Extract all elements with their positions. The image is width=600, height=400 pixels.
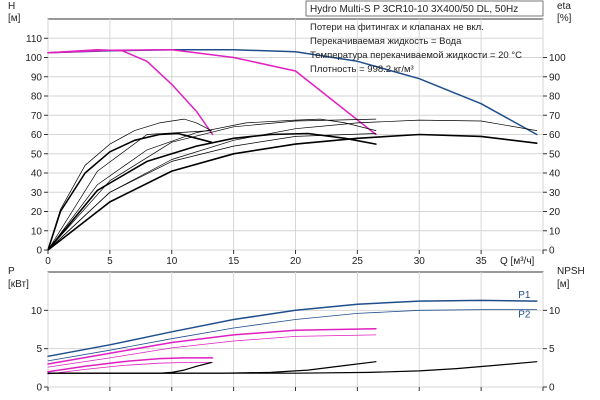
- series-line-3: [47, 49, 214, 136]
- y-right-tick-label: 80: [549, 92, 561, 103]
- y-left-tick-label: 110: [26, 34, 42, 45]
- y-left-tick-label: 0: [36, 383, 42, 394]
- y-left-tick-label: 10: [31, 226, 43, 237]
- y-left-unit: [м]: [8, 13, 21, 24]
- x-axis-label: Q [м³/ч]: [500, 256, 535, 267]
- y-left-tick-label: 60: [31, 130, 43, 141]
- y-right-unit: [м]: [557, 279, 570, 290]
- y-left-tick-label: 5: [36, 344, 42, 355]
- y-right-label: NPSH: [557, 266, 585, 277]
- series-line-5: [47, 357, 214, 373]
- chart-note: Плотность = 998.2 кг/м³: [310, 64, 414, 75]
- x-tick-label: 35: [476, 256, 488, 267]
- series-line-10: [47, 133, 377, 251]
- chart-note: Потери на фитингах и клапанах не вкл.: [310, 22, 484, 33]
- y-right-tick-label: 0: [549, 383, 555, 394]
- x-tick-label: 5: [107, 256, 113, 267]
- y-left-label: H: [8, 1, 15, 12]
- series-line-9: [47, 361, 538, 374]
- y-right-tick-label: 70: [549, 111, 561, 122]
- series-label-p2: P2: [518, 309, 531, 320]
- y-left-tick-label: 80: [31, 92, 43, 103]
- y-left-tick-label: 90: [31, 72, 43, 83]
- power-npsh-chart: 0 5 10 0 5 10 P [кВт] NPSH [м] P1 P2: [8, 266, 585, 394]
- y-right-tick-label: 30: [549, 188, 561, 199]
- y-right-label: eta: [557, 1, 571, 12]
- x-tick-label: 30: [414, 256, 426, 267]
- y-right-tick-label: 100: [549, 53, 566, 64]
- chart-title: Hydro Multi-S P 3CR10-10 3X400/50 DL, 50…: [310, 4, 518, 15]
- y-left-tick-label: 20: [31, 207, 43, 218]
- y-left-tick-label: 100: [25, 53, 42, 64]
- x-tick-label: 20: [290, 256, 302, 267]
- series-line-2: [47, 309, 538, 362]
- y-left-tick-label: 70: [31, 111, 43, 122]
- y-right-tick-label: 60: [549, 130, 561, 141]
- y-right-tick-label: 90: [549, 72, 561, 83]
- x-tick-label: 10: [166, 256, 178, 267]
- series-label-p1: P1: [518, 290, 531, 301]
- chart-note: Температура перекачиваемой жидкости = 20…: [310, 50, 522, 61]
- y-left-tick-label: 40: [31, 169, 43, 180]
- series-line-4: [47, 132, 213, 251]
- y-left-tick-label: 30: [31, 188, 43, 199]
- y-right-tick-label: 10: [549, 226, 561, 237]
- y-right-tick-label: 50: [549, 149, 561, 160]
- series-line-6: [47, 362, 214, 375]
- y-right-tick-label: 5: [549, 344, 555, 355]
- y-left-tick-label: 10: [31, 306, 43, 317]
- y-right-tick-label: 0: [549, 246, 555, 257]
- y-right-unit: [%]: [557, 13, 572, 24]
- series-line-7: [47, 118, 377, 251]
- series-line-6: [47, 132, 377, 251]
- y-right-tick-label: 40: [549, 169, 561, 180]
- chart-note: Перекачиваемая жидкость = Вода: [310, 36, 462, 47]
- series-line-3: [47, 327, 377, 365]
- y-right-tick-label: 10: [549, 306, 561, 317]
- series-line-9: [47, 119, 538, 251]
- series-line-5: [47, 118, 212, 251]
- series-line-12: [47, 130, 212, 251]
- y-left-label: P: [8, 266, 15, 277]
- series-line-4: [47, 334, 377, 368]
- series-line-1: [47, 299, 538, 358]
- y-left-tick-label: 0: [36, 246, 42, 257]
- x-tick-label: 25: [352, 256, 364, 267]
- series-line-11: [47, 118, 377, 251]
- x-tick-label: 15: [228, 256, 240, 267]
- x-tick-label: 0: [45, 256, 51, 267]
- y-right-tick-label: 20: [549, 207, 561, 218]
- y-left-tick-label: 50: [31, 149, 43, 160]
- series-line-8: [47, 133, 538, 251]
- title-box: [305, 0, 544, 17]
- head-efficiency-chart: 0102030405060708090100110010203040506070…: [8, 0, 572, 267]
- y-left-unit: [кВт]: [8, 279, 29, 290]
